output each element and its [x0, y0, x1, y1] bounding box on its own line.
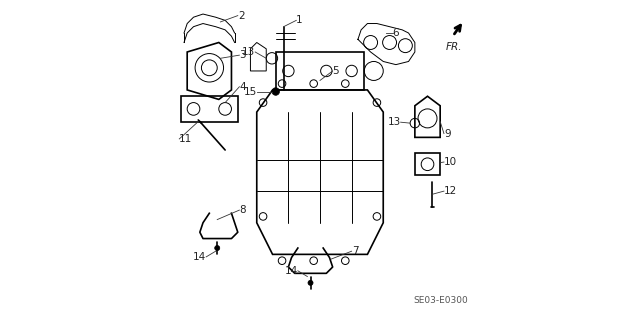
Text: 15: 15 — [243, 86, 257, 97]
Text: 12: 12 — [444, 186, 457, 196]
Text: 6: 6 — [393, 28, 399, 38]
Circle shape — [308, 280, 313, 286]
Text: 13: 13 — [242, 47, 255, 57]
Text: 10: 10 — [444, 157, 457, 167]
Text: 9: 9 — [444, 129, 451, 138]
Text: 1: 1 — [296, 15, 303, 26]
Text: 14: 14 — [285, 266, 298, 276]
Text: 3: 3 — [239, 50, 246, 60]
Text: 13: 13 — [387, 117, 401, 127]
Text: SE03-E0300: SE03-E0300 — [414, 296, 468, 305]
Text: FR.: FR. — [446, 42, 463, 53]
Circle shape — [214, 246, 220, 250]
Text: 14: 14 — [193, 252, 206, 262]
Text: 5: 5 — [333, 66, 339, 76]
Text: 8: 8 — [239, 205, 246, 215]
Circle shape — [272, 88, 280, 95]
Text: 7: 7 — [351, 246, 358, 256]
Text: 2: 2 — [238, 11, 244, 21]
Text: 11: 11 — [179, 134, 193, 144]
Text: 4: 4 — [239, 82, 246, 92]
